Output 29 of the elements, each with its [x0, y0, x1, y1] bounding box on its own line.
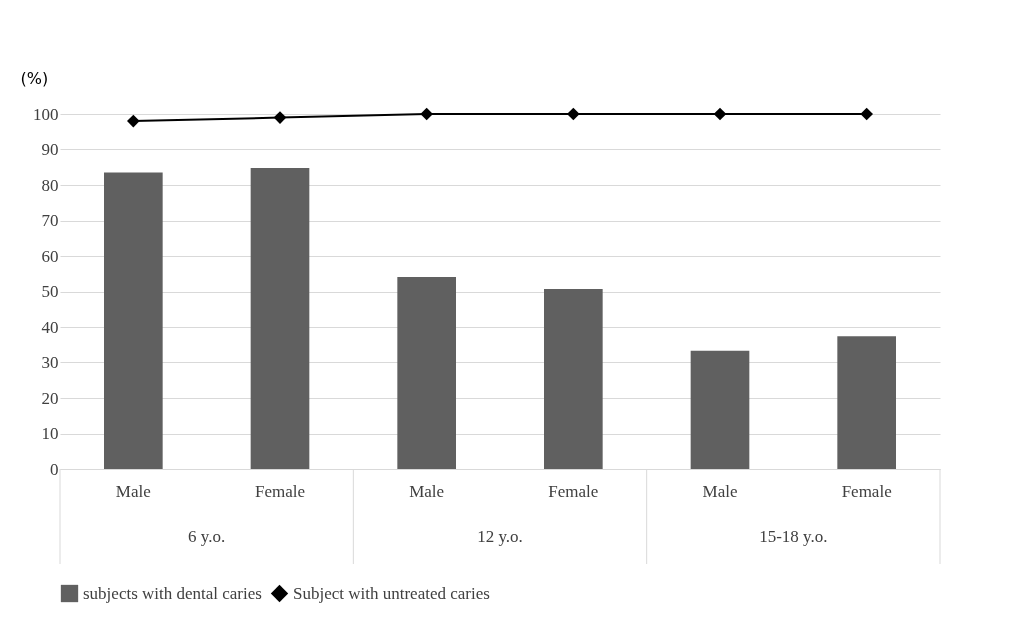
legend-label: subjects with dental caries — [83, 583, 262, 603]
y-tick-label: 60 — [41, 246, 59, 266]
x-tick-label: Male — [115, 481, 151, 501]
text: 15-18 y.o. — [759, 527, 828, 546]
x-tick-label: Male — [702, 481, 738, 501]
y-tick-label: 20 — [41, 388, 59, 408]
y-tick-label: 90 — [41, 140, 59, 159]
x-tick-label: Female — [548, 481, 599, 501]
y-tick-label: 50 — [41, 282, 59, 301]
y-tick-label: 80 — [41, 175, 59, 195]
y-tick-label: 40 — [41, 317, 59, 337]
bar — [837, 336, 896, 469]
bar — [397, 276, 456, 469]
bar — [544, 289, 603, 469]
y-tick-label: 100 — [33, 104, 59, 124]
y-tick-label: 30 — [41, 353, 59, 372]
y-tick-label: 10 — [41, 424, 59, 443]
text: 12 y.o. — [477, 527, 523, 546]
legend-label: Subject with untreated caries — [293, 583, 490, 603]
y-tick-label: 0 — [50, 459, 59, 479]
x-tick-label: Female — [841, 481, 892, 501]
bar — [250, 167, 310, 469]
bar — [690, 350, 750, 469]
y-tick-label: 70 — [41, 211, 59, 230]
bar — [104, 172, 163, 469]
x-tick-label: Female — [254, 481, 306, 501]
x-tick-label: Male — [409, 481, 445, 501]
y-axis-title: (%) — [20, 68, 49, 88]
text: 6 y.o. — [188, 527, 226, 546]
